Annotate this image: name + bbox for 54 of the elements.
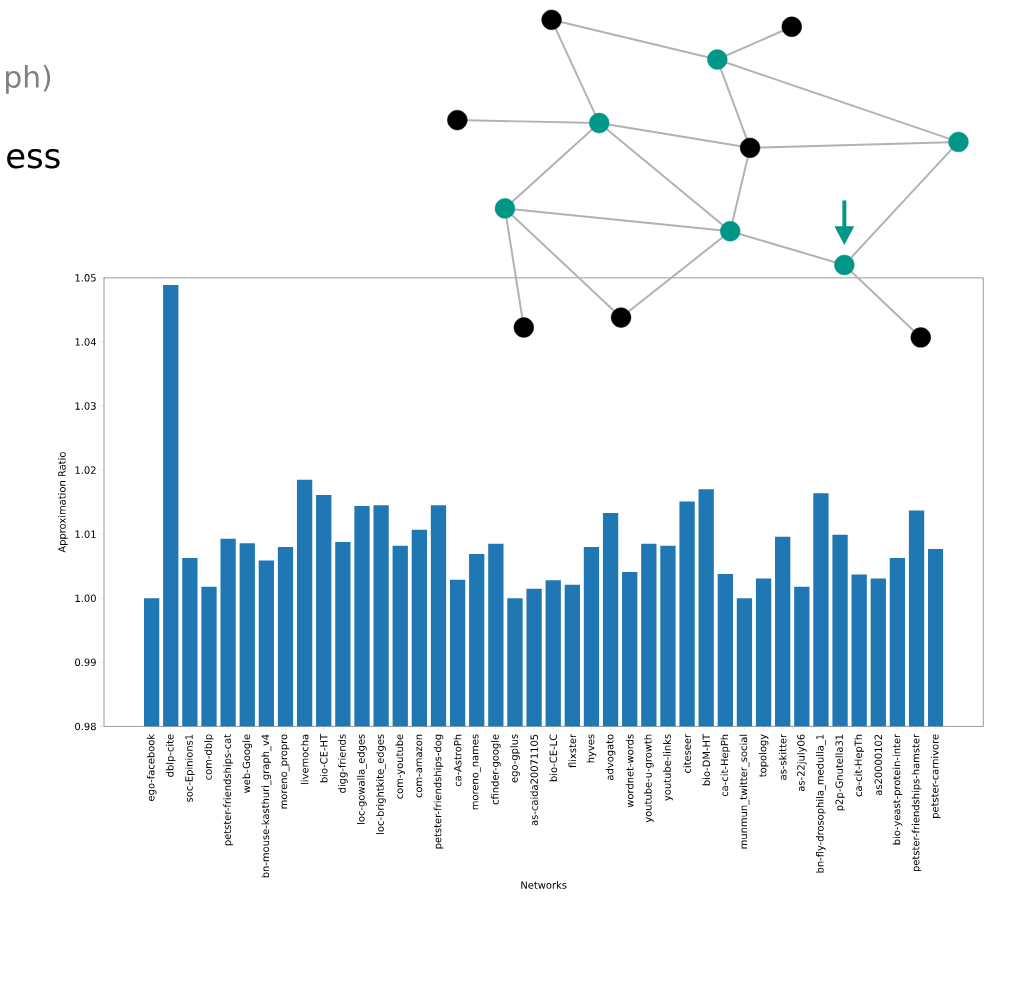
text: ess	[7, 148, 60, 169]
y-tick-label: 0.98	[75, 722, 96, 730]
text: ph)	[6, 64, 51, 94]
x-axis-title: Networks	[521, 880, 567, 889]
x-tick-label: bn-mouse-kasthuri_graph_v4	[261, 734, 272, 878]
x-tick-label: as20000102	[874, 734, 883, 795]
x-tick-label: citeseer	[683, 733, 691, 773]
x-tick-label: petster-carnivore	[930, 734, 941, 818]
y-tick-label: 1.04	[75, 338, 96, 346]
x-tick-label: soc-Epinions1	[185, 734, 195, 802]
y-tick-label: 1.03	[75, 402, 96, 410]
y-tick-label: 1.00	[75, 594, 96, 602]
x-tick-label: hyves	[586, 734, 597, 763]
x-tick-label: ego-gplus	[510, 734, 520, 783]
x-tick-label: com-youtube	[395, 734, 406, 799]
x-tick-label: ca-AstroPh	[453, 734, 462, 787]
x-tick-label: ca-cit-HepPh	[720, 734, 731, 797]
x-tick-label: bio-CE-LC	[549, 734, 558, 781]
x-tick-label: wordnet-words	[625, 734, 634, 808]
x-tick-label: com-dblp	[204, 734, 214, 780]
x-tick-label: bio-yeast-protein-inter	[892, 733, 903, 845]
y-axis-title: Approximation Ratio	[58, 451, 68, 553]
y-tick-label: 1.05	[75, 273, 96, 282]
x-tick-label: web-Google	[242, 734, 253, 793]
y-tick-label: 1.02	[75, 466, 96, 474]
x-tick-label: moreno_propro	[281, 734, 290, 809]
x-tick-label: livemocha	[300, 734, 309, 784]
x-tick-label: bio-CE-HT	[319, 733, 328, 783]
x-tick-label: flixster	[568, 733, 577, 768]
x-tick-label: moreno_names	[472, 734, 481, 810]
x-tick-label: as-caida20071105	[530, 734, 538, 826]
x-tick-label: bio-DM-HT	[702, 733, 711, 786]
x-tick-label: petster-friendships-dog	[433, 734, 444, 849]
x-tick-label: petster-friendships-cat	[223, 733, 233, 846]
x-tick-label: dblp-cite	[165, 734, 176, 777]
x-tick-label: p2p-Gnutella31	[835, 734, 845, 811]
x-tick-label: youtube-u-growth	[644, 734, 654, 823]
x-tick-label: loc-gowalla_edges	[357, 734, 367, 824]
x-tick-label: com-amazon	[416, 734, 423, 798]
x-tick-label: advogato	[605, 734, 616, 780]
x-tick-label: topology	[758, 734, 769, 777]
x-tick-label: petster-friendships-hamster	[911, 733, 922, 871]
x-tick-label: ego-facebook	[146, 733, 157, 801]
x-tick-label: ca-cit-HepTh	[854, 734, 864, 797]
x-tick-label: youtube-links	[663, 734, 673, 801]
x-tick-label: as-skitter	[778, 733, 787, 780]
x-tick-label: bn-fly-drosophila_medulla_1	[815, 734, 826, 873]
y-tick-label: 1.01	[75, 530, 96, 538]
x-tick-label: as-22july06	[797, 734, 807, 791]
x-tick-label: loc-brightkite_edges	[376, 734, 387, 834]
x-tick-label: cfinder-google	[491, 734, 501, 805]
y-tick-label: 0.99	[75, 658, 96, 666]
x-tick-label: munmun_twitter_social	[739, 734, 750, 849]
x-tick-label: digg-friends	[338, 734, 348, 793]
